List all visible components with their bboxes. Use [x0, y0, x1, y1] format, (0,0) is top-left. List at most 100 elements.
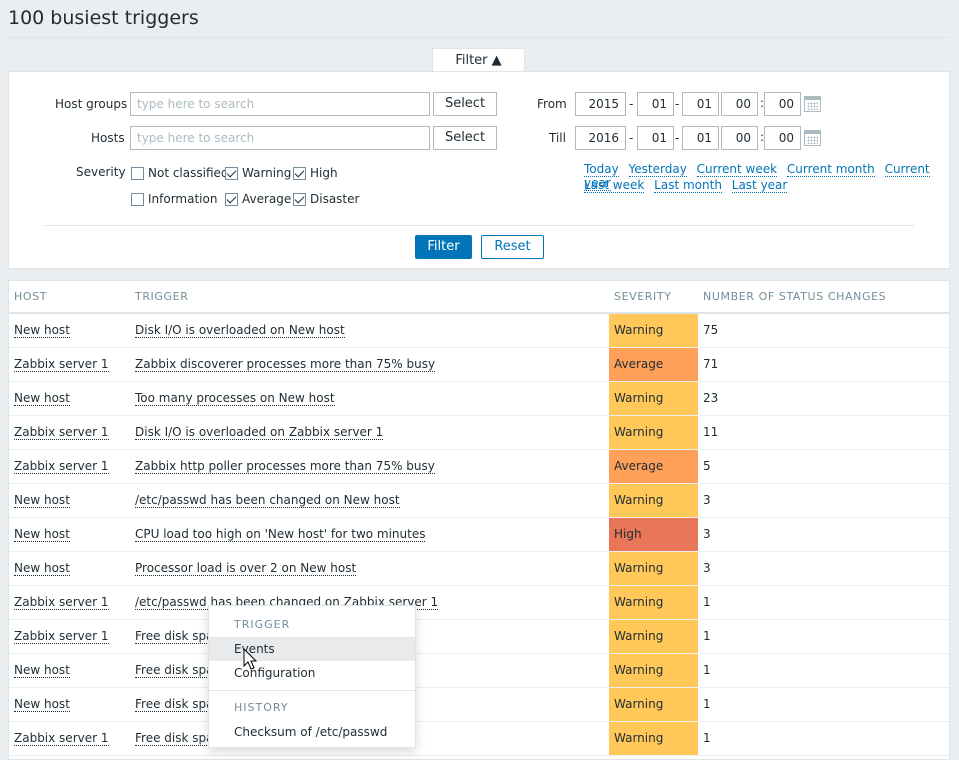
link-current-week[interactable]: Current week	[696, 162, 778, 177]
link-last-week[interactable]: Last week	[584, 178, 645, 193]
trigger-link[interactable]: Free disk spa	[135, 629, 214, 644]
trigger-cell: Disk I/O is overloaded on New host	[130, 313, 609, 348]
from-minute-input[interactable]: 00	[764, 92, 801, 116]
till-hour-input[interactable]: 00	[721, 126, 758, 150]
severity-disaster[interactable]: Disaster	[293, 192, 359, 206]
from-hour-input[interactable]: 00	[721, 92, 758, 116]
host-groups-select-button[interactable]: Select	[433, 92, 497, 116]
host-link[interactable]: New host	[14, 493, 70, 508]
host-link[interactable]: New host	[14, 697, 70, 712]
checkbox[interactable]	[293, 192, 306, 206]
trigger-cell: Too many processes on New host	[130, 381, 609, 416]
trigger-cell: /etc/passwd has been changed on New host	[130, 483, 609, 518]
checkbox[interactable]	[225, 192, 238, 206]
host-link[interactable]: New host	[14, 527, 70, 542]
trigger-link[interactable]: Free disk spa	[135, 663, 214, 678]
till-minute-input[interactable]: 00	[764, 126, 801, 150]
host-link[interactable]: New host	[14, 323, 70, 339]
filter-button[interactable]: Filter	[415, 235, 472, 259]
trigger-link[interactable]: Zabbix http poller processes more than 7…	[135, 459, 435, 474]
from-year-input[interactable]: 2015	[575, 92, 626, 116]
link-today[interactable]: Today	[584, 162, 619, 177]
till-day-input[interactable]: 01	[682, 126, 719, 150]
table-row: Zabbix server 1 Disk I/O is overloaded on…	[9, 415, 949, 450]
trigger-link[interactable]: Zabbix discoverer processes more than 75…	[135, 357, 436, 372]
from-calendar-icon[interactable]	[804, 96, 821, 112]
trigger-link[interactable]: CPU load too high on 'New host' for two …	[135, 527, 426, 542]
column-header-status-changes[interactable]: NUMBER OF STATUS CHANGES	[698, 281, 949, 314]
host-groups-input[interactable]	[130, 92, 430, 116]
host-link[interactable]: Zabbix server 1	[14, 731, 109, 746]
context-menu-configuration[interactable]: Configuration	[234, 666, 316, 680]
status-changes-cell: 1	[698, 721, 949, 756]
table-row: New host Disk I/O is overloaded on New ho…	[9, 313, 949, 348]
link-current-month[interactable]: Current month	[786, 162, 875, 177]
status-changes-cell: 71	[698, 347, 949, 382]
severity-information[interactable]: Information	[131, 192, 217, 206]
till-year-input[interactable]: 2016	[575, 126, 626, 150]
severity-cell: Warning	[609, 551, 698, 586]
filter-tab[interactable]: Filter ▲	[432, 48, 525, 72]
host-link[interactable]: Zabbix server 1	[14, 357, 109, 372]
host-link[interactable]: Zabbix server 1	[14, 595, 109, 610]
column-header-trigger[interactable]: TRIGGER	[130, 281, 609, 314]
link-yesterday[interactable]: Yesterday	[628, 162, 687, 177]
trigger-cell: Zabbix http poller processes more than 7…	[130, 449, 609, 484]
filter-panel: Host groups Select Hosts Select Severity…	[8, 71, 950, 269]
context-menu-history-item[interactable]: Checksum of /etc/passwd	[234, 725, 388, 739]
table-row: Zabbix server 1 Zabbix http poller proces…	[9, 449, 949, 484]
status-changes-cell: 1	[698, 687, 949, 722]
checkbox[interactable]	[225, 166, 238, 180]
severity-warning[interactable]: Warning	[225, 166, 291, 180]
trigger-link[interactable]: Free disk spa	[135, 697, 214, 712]
trigger-link[interactable]: Free disk spa	[135, 731, 214, 746]
trigger-link[interactable]: /etc/passwd has been changed on New host	[135, 493, 400, 508]
hosts-input[interactable]	[130, 126, 430, 150]
severity-high[interactable]: High	[293, 166, 338, 180]
link-last-year[interactable]: Last year	[731, 178, 788, 193]
till-calendar-icon[interactable]	[804, 130, 821, 146]
table-row: Zabbix server 1 Free disk spa Warning 1	[9, 619, 949, 654]
status-changes-cell: 75	[698, 313, 949, 348]
status-changes-cell: 3	[698, 517, 949, 552]
severity-cell: Average	[609, 449, 698, 484]
trigger-link[interactable]: Too many processes on New host	[135, 391, 335, 406]
status-changes-cell: 3	[698, 483, 949, 518]
checkbox[interactable]	[131, 166, 144, 180]
column-header-host[interactable]: HOST	[9, 281, 130, 314]
host-link[interactable]: Zabbix server 1	[14, 459, 109, 474]
trigger-link[interactable]: Processor load is over 2 on New host	[135, 561, 357, 576]
host-link[interactable]: Zabbix server 1	[14, 629, 109, 644]
trigger-cell: Zabbix discoverer processes more than 75…	[130, 347, 609, 382]
severity-average[interactable]: Average	[225, 192, 291, 206]
triggers-table: HOST TRIGGER SEVERITY NUMBER OF STATUS C…	[8, 280, 950, 760]
trigger-link[interactable]: Disk I/O is overloaded on New host	[135, 323, 345, 339]
trigger-link[interactable]: Disk I/O is overloaded on Zabbix server …	[135, 425, 384, 440]
status-changes-cell: 1	[698, 585, 949, 620]
severity-cell: Average	[609, 347, 698, 382]
checkbox[interactable]	[131, 192, 144, 206]
hosts-select-button[interactable]: Select	[433, 126, 497, 150]
reset-button[interactable]: Reset	[481, 235, 544, 259]
severity-not-classified[interactable]: Not classified	[131, 166, 229, 180]
severity-cell: Warning	[609, 415, 698, 450]
page-title: 100 busiest triggers	[8, 7, 199, 29]
host-cell: Zabbix server 1	[9, 585, 130, 620]
link-last-month[interactable]: Last month	[654, 178, 722, 193]
title-divider	[8, 37, 951, 38]
column-header-severity[interactable]: SEVERITY	[609, 281, 698, 314]
host-link[interactable]: New host	[14, 561, 70, 576]
host-link[interactable]: New host	[14, 391, 70, 406]
host-link[interactable]: Zabbix server 1	[14, 425, 109, 440]
severity-label: Severity	[76, 165, 126, 179]
from-month-input[interactable]: 01	[637, 92, 674, 116]
host-cell: Zabbix server 1	[9, 619, 130, 654]
checkbox[interactable]	[293, 166, 306, 180]
context-menu-events[interactable]: Events	[209, 637, 415, 661]
link-current-year[interactable]: Current year	[584, 162, 930, 191]
from-day-input[interactable]: 01	[682, 92, 719, 116]
till-month-input[interactable]: 01	[637, 126, 674, 150]
date-separator: -	[629, 131, 634, 145]
severity-cell: High	[609, 517, 698, 552]
host-link[interactable]: New host	[14, 663, 70, 678]
